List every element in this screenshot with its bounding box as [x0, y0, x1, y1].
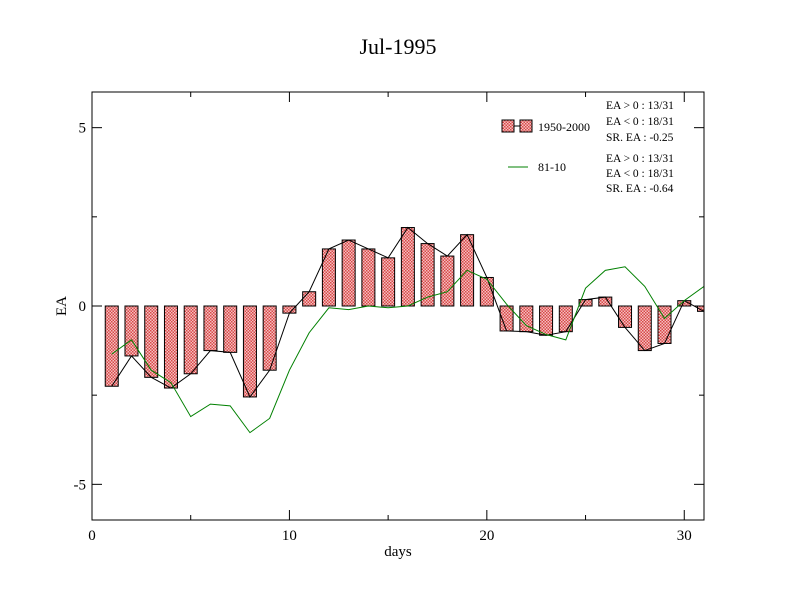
bar-day-27	[618, 305, 633, 328]
legend-stat-8110-pos: EA > 0 : 13/31	[606, 153, 674, 165]
bar-day-20	[479, 276, 494, 307]
legend-swatch-1950-left	[501, 119, 515, 133]
bar-day-13	[341, 239, 356, 307]
bar-day-2	[124, 305, 139, 357]
y-tick-label-0: 0	[79, 299, 87, 315]
y-tick-label--5: -5	[74, 477, 87, 493]
bar-day-11	[302, 291, 317, 307]
y-tick-label-5: 5	[79, 121, 87, 137]
legend-label-8110: 81-10	[538, 160, 566, 174]
bar-day-10	[282, 305, 297, 314]
bar-day-28	[637, 305, 652, 352]
bar-day-4	[163, 305, 178, 389]
chart-title: Jul-1995	[360, 34, 437, 59]
bar-day-14	[361, 248, 376, 307]
bar-day-23	[539, 305, 554, 336]
bar-day-9	[262, 305, 277, 371]
bar-day-16	[400, 227, 415, 307]
series-line-1950-2000	[111, 226, 704, 398]
bar-day-18	[440, 255, 455, 307]
x-axis-label: days	[384, 544, 412, 560]
legend-stat-1950-pos: EA > 0 : 13/31	[606, 100, 674, 112]
legend-stat-8110-neg: EA < 0 : 18/31	[606, 168, 674, 180]
bar-day-5	[183, 305, 198, 375]
bar-day-31	[697, 305, 704, 312]
bar-day-12	[321, 248, 336, 307]
legend-stat-1950-sr: SR. EA : -0.25	[606, 132, 674, 144]
bar-day-15	[381, 257, 396, 307]
series-line-81-10	[111, 266, 704, 434]
x-tick-label-30: 30	[677, 528, 692, 544]
x-tick-label-10: 10	[282, 528, 297, 544]
bar-day-6	[203, 305, 218, 352]
legend-stat-1950-neg: EA < 0 : 18/31	[606, 116, 674, 128]
y-axis-label: EA	[54, 296, 70, 316]
bar-day-1	[104, 305, 119, 387]
bar-day-3	[144, 305, 159, 378]
bar-day-7	[223, 305, 238, 353]
legend-swatch-1950-right	[519, 119, 533, 133]
bar-day-8	[242, 305, 257, 398]
x-tick-label-20: 20	[479, 528, 494, 544]
legend: 1950-2000 81-10 EA > 0 : 13/31 EA < 0 : …	[501, 100, 674, 195]
x-tick-label-0: 0	[88, 528, 96, 544]
legend-label-1950: 1950-2000	[538, 120, 590, 134]
legend-stat-8110-sr: SR. EA : -0.64	[606, 183, 674, 195]
